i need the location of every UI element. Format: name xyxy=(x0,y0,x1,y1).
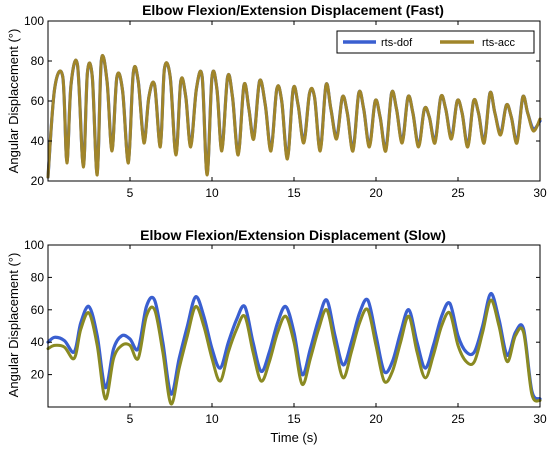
x-axis-label: Time (s) xyxy=(270,430,317,445)
slow-x-tick-label: 25 xyxy=(451,412,465,426)
slow-axis-ticks: 5 10 15 20 25 30 20 40 60 80 100 xyxy=(24,238,547,426)
legend-box xyxy=(336,30,535,54)
fast-x-tick-label: 30 xyxy=(533,186,547,200)
slow-plot-lines xyxy=(46,291,542,406)
fast-x-tick-label: 20 xyxy=(369,186,383,200)
fast-series-rts-acc xyxy=(46,53,542,179)
fast-chart-title: Elbow Flexion/Extension Displacement (Fa… xyxy=(142,2,444,18)
slow-x-tick-label: 5 xyxy=(127,412,134,426)
legend: rts-dof rts-acc xyxy=(336,30,535,54)
legend-label-rts-dof: rts-dof xyxy=(381,37,413,49)
fast-y-axis-label: Angular Displacement (°) xyxy=(6,29,21,174)
fast-x-tick-label: 25 xyxy=(451,186,465,200)
fast-y-tick-label: 100 xyxy=(24,14,44,28)
slow-x-tick-label: 15 xyxy=(287,412,301,426)
fast-x-tick-label: 5 xyxy=(127,186,134,200)
fast-series-rts-dof xyxy=(46,54,542,179)
fast-y-tick-label: 20 xyxy=(31,174,45,188)
fast-y-tick-label: 60 xyxy=(31,94,45,108)
fast-axis-ticks: 5 10 15 20 25 30 20 40 60 80 100 xyxy=(24,14,547,200)
slow-y-tick-label: 80 xyxy=(31,270,45,284)
slow-x-tick-label: 30 xyxy=(533,412,547,426)
fast-panel: Elbow Flexion/Extension Displacement (Fa… xyxy=(6,2,547,200)
slow-y-axis-label: Angular Displacement (°) xyxy=(6,253,21,398)
slow-chart-title: Elbow Flexion/Extension Displacement (Sl… xyxy=(140,227,446,243)
slow-series-rts-acc xyxy=(46,298,542,406)
slow-y-tick-label: 40 xyxy=(31,335,45,349)
fast-x-tick-label: 10 xyxy=(205,186,219,200)
slow-y-tick-label: 100 xyxy=(24,238,44,252)
fast-y-tick-label: 40 xyxy=(31,134,45,148)
fast-plot-lines xyxy=(46,53,542,179)
fast-y-tick-label: 80 xyxy=(31,54,45,68)
slow-x-tick-label: 20 xyxy=(369,412,383,426)
slow-x-tick-label: 10 xyxy=(205,412,219,426)
fast-x-tick-label: 15 xyxy=(287,186,301,200)
legend-label-rts-acc: rts-acc xyxy=(482,37,516,49)
slow-series-rts-dof xyxy=(46,291,542,401)
slow-y-tick-label: 20 xyxy=(31,368,45,382)
slow-panel: Elbow Flexion/Extension Displacement (Sl… xyxy=(6,227,547,445)
slow-y-tick-label: 60 xyxy=(31,303,45,317)
